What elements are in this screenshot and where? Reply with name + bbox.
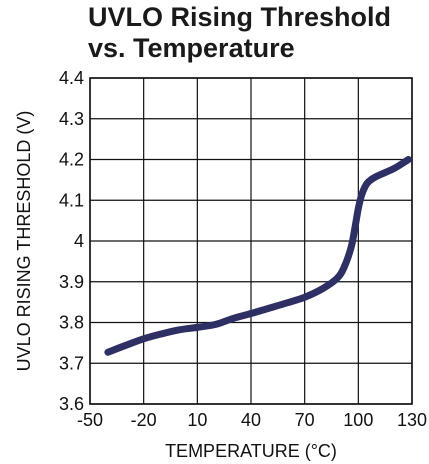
y-tick-label: 4 — [74, 231, 84, 251]
y-axis-label: UVLO RISING THRESHOLD (V) — [14, 111, 34, 372]
x-tick-label: 10 — [187, 410, 207, 430]
y-tick-label: 4.3 — [59, 109, 84, 129]
x-tick-label: -50 — [77, 410, 103, 430]
x-tick-label: 40 — [241, 410, 261, 430]
grid-lines — [89, 77, 413, 405]
series-line — [104, 156, 412, 356]
x-tick-label: 130 — [397, 410, 427, 430]
y-tick-label: 3.9 — [59, 272, 84, 292]
x-axis-label: TEMPERATURE (°C) — [165, 441, 337, 461]
y-tick-label: 3.7 — [59, 353, 84, 373]
chart-title: UVLO Rising Threshold — [88, 2, 392, 32]
y-tick-label: 4.1 — [59, 190, 84, 210]
chart-subtitle: vs. Temperature — [88, 33, 295, 63]
y-tick-label: 4.2 — [59, 150, 84, 170]
x-tick-labels: -50 -20 10 40 70 100 130 — [77, 410, 427, 430]
plot-frame — [89, 77, 413, 405]
x-tick-label: 70 — [295, 410, 315, 430]
y-tick-labels: 3.6 3.7 3.8 3.9 4 4.1 4.2 4.3 4.4 — [59, 68, 84, 414]
y-tick-label: 3.8 — [59, 313, 84, 333]
x-tick-label: 100 — [343, 410, 373, 430]
chart-title-block: UVLO Rising Threshold vs. Temperature — [88, 2, 428, 64]
y-tick-label: 3.6 — [59, 394, 84, 414]
x-tick-label: -20 — [131, 410, 157, 430]
y-tick-label: 4.4 — [59, 68, 84, 88]
